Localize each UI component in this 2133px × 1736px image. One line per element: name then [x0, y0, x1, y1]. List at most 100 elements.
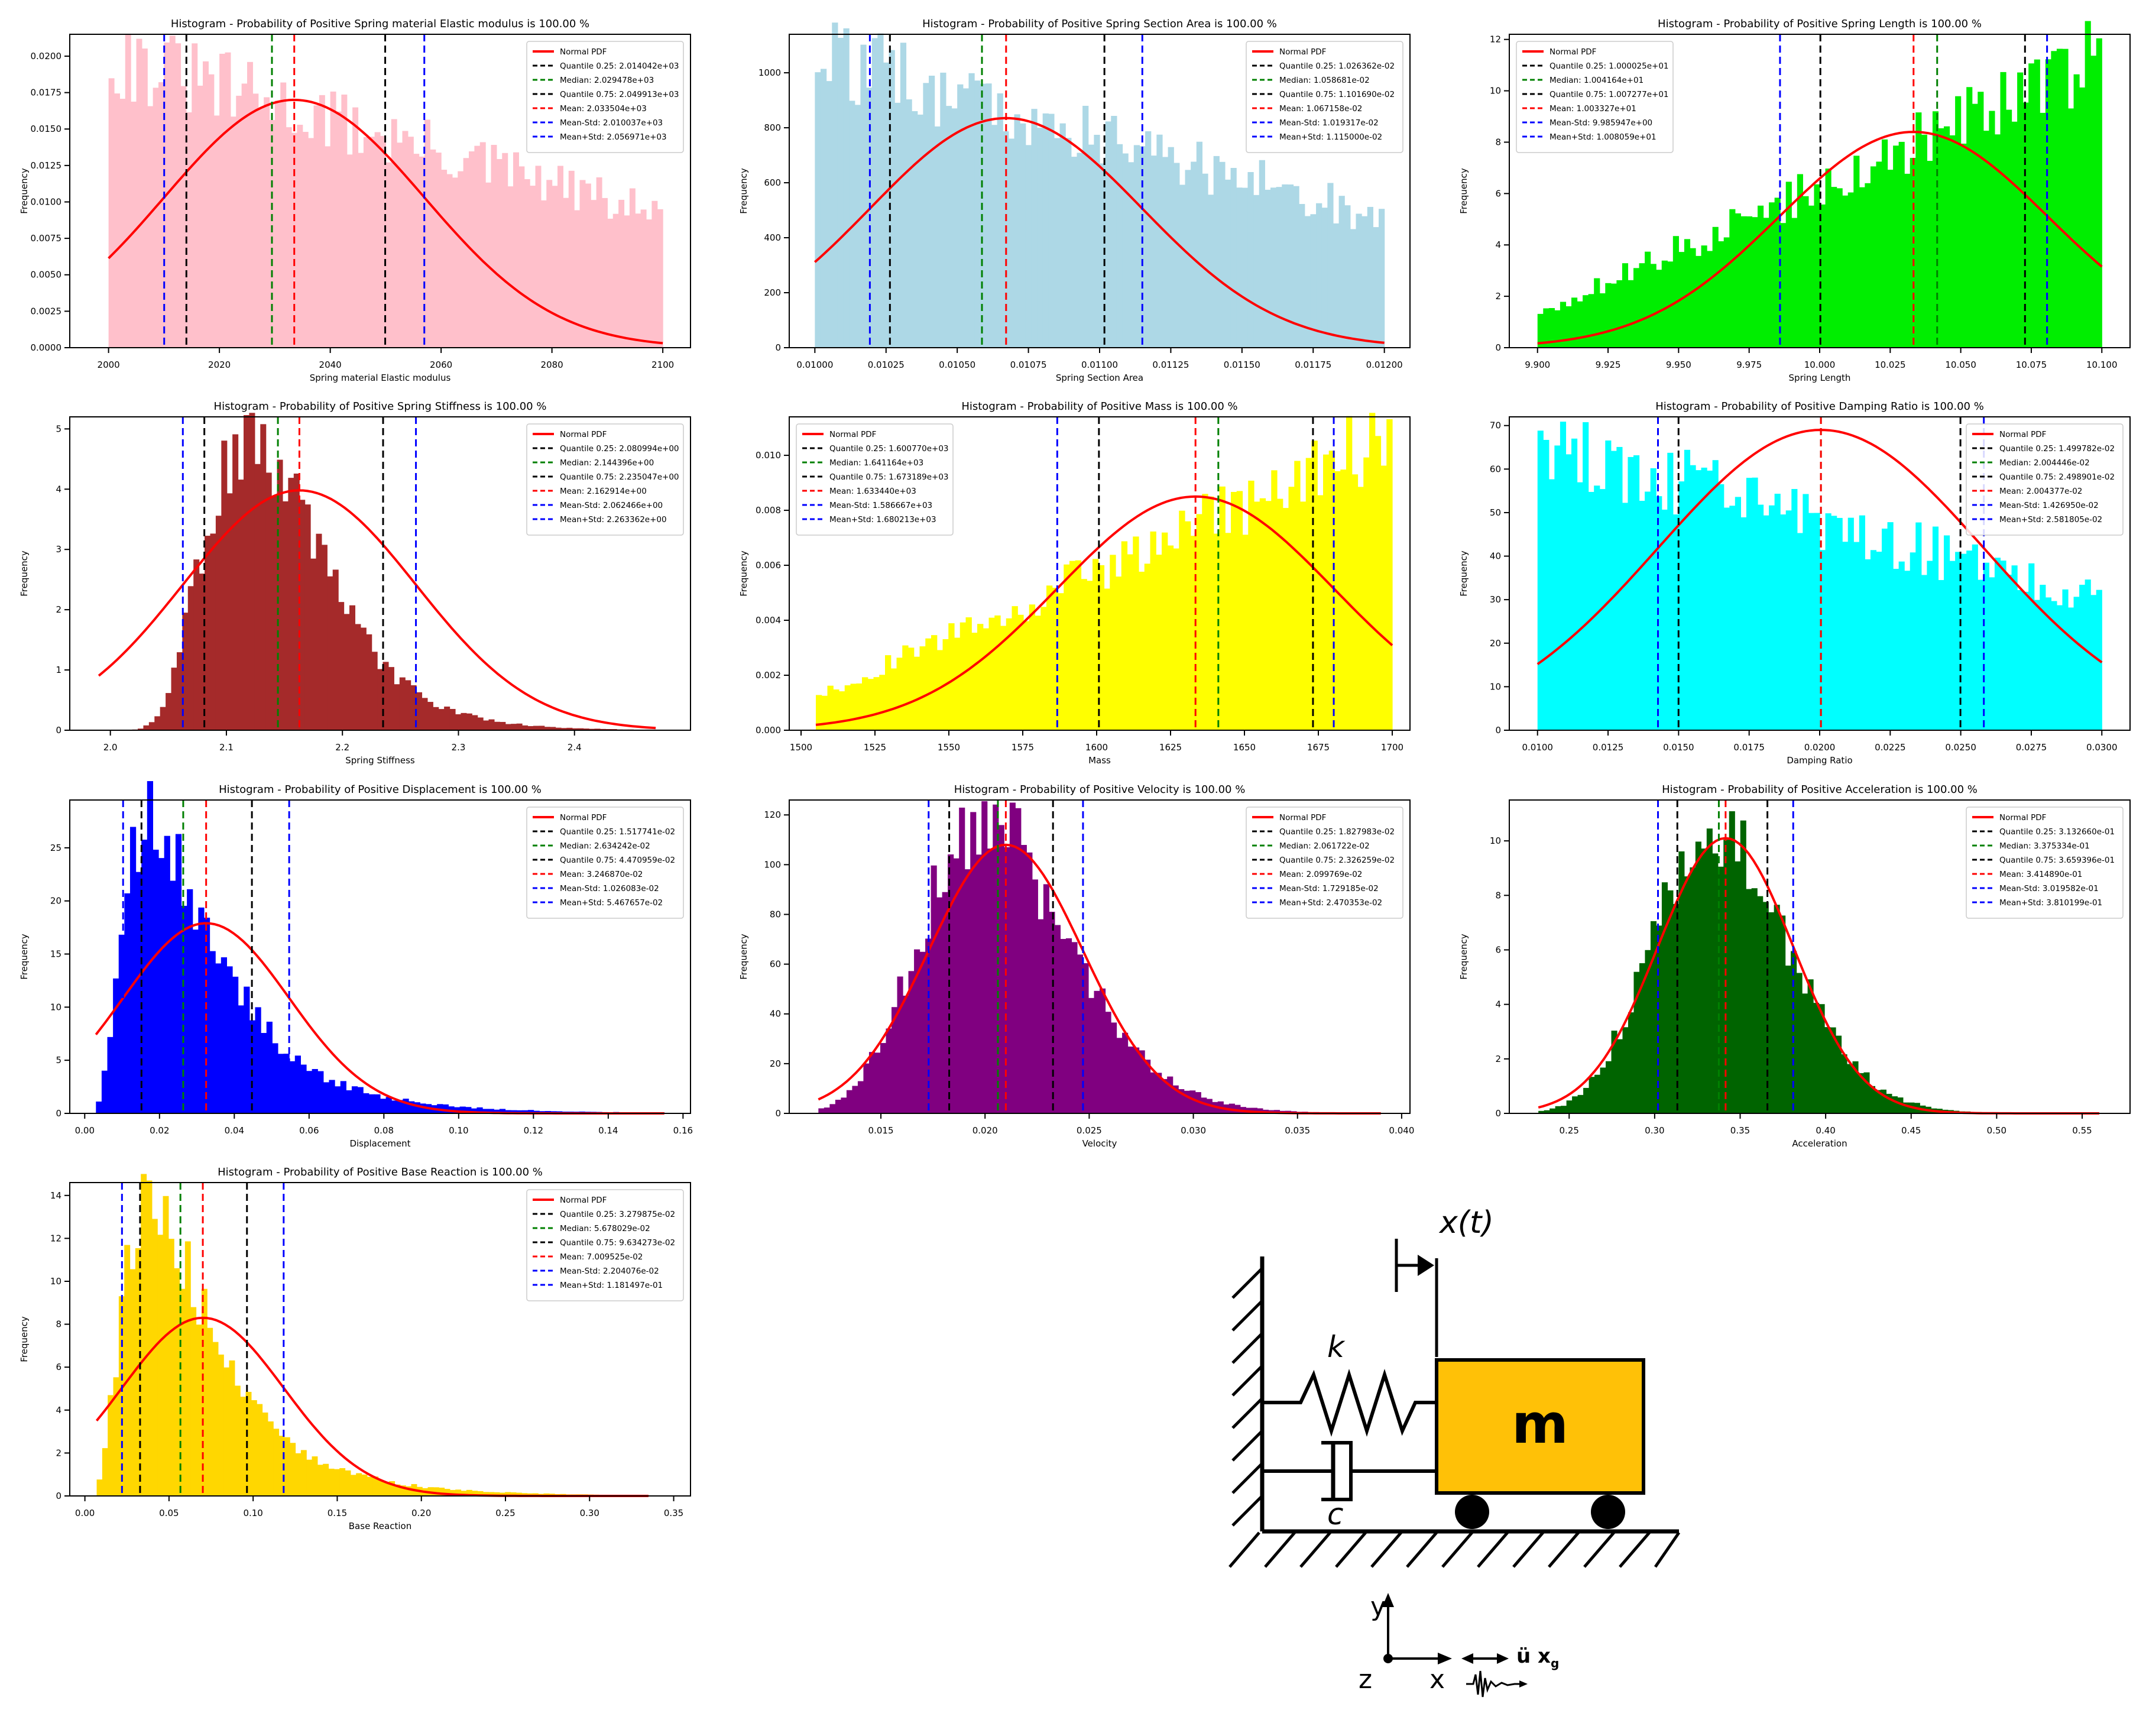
hist-bar — [1038, 919, 1044, 1113]
legend-entry: Mean-Std: 1.729185e-02 — [1279, 884, 1379, 893]
hist-bar — [522, 1110, 529, 1113]
hist-bar — [516, 1492, 522, 1496]
y-axis-label: Frequency — [738, 934, 749, 980]
hist-bar — [1684, 876, 1690, 1113]
hist-bar — [1774, 905, 1780, 1113]
hist-bar — [154, 716, 161, 730]
hist-bar — [846, 1090, 853, 1113]
hist-bar — [1224, 179, 1231, 348]
hist-bar — [981, 801, 988, 1113]
hist-bar — [897, 976, 903, 1113]
hist-bar — [1718, 241, 1724, 348]
hist-bar — [1172, 1085, 1179, 1113]
hist-bar — [1841, 1054, 1847, 1113]
hist-bar — [1000, 626, 1007, 730]
hist-bar — [505, 1110, 511, 1113]
x-axis-label: Displacement — [349, 1138, 410, 1149]
hist-bar — [1344, 205, 1351, 348]
y-tick-label: 6 — [1495, 944, 1501, 955]
hist-bar — [397, 142, 403, 348]
hist-bar — [349, 605, 356, 730]
hist-bar — [403, 1099, 409, 1113]
hist-bar — [923, 83, 929, 348]
hist-bar — [964, 869, 971, 1113]
hist-bar — [1791, 489, 1798, 730]
hist-bar — [1179, 510, 1185, 730]
hist-bar — [1127, 554, 1133, 730]
hist-bar — [474, 145, 481, 348]
hist-bar — [1032, 879, 1038, 1113]
hist-bar — [1780, 223, 1787, 348]
hist-bar — [1161, 1078, 1168, 1113]
wall-hatching — [1231, 1267, 1263, 1527]
hist-bar — [1611, 1031, 1617, 1113]
legend-entry: Quantile 0.75: 2.235047e+00 — [560, 472, 679, 482]
hist-bar — [1548, 479, 1555, 730]
hist-bar — [1004, 847, 1010, 1113]
hist-bar — [385, 1097, 392, 1113]
hist-bar — [352, 107, 359, 348]
hist-bar — [479, 142, 486, 348]
hist-bar — [449, 709, 456, 730]
y-tick-label: 8 — [1495, 137, 1501, 147]
hist-bar — [1173, 548, 1179, 730]
chart-7: 0.00 0.02 0.04 0.06 0.08 0.10 0.12 0.14 0.16 0 5 10… — [19, 781, 693, 1149]
hist-bar — [1824, 1027, 1831, 1113]
hist-bar — [618, 199, 625, 348]
hist-bar — [174, 1268, 180, 1496]
hist-bar — [1944, 535, 1950, 730]
hist-bar — [2090, 595, 2097, 730]
y-tick-label: 120 — [764, 809, 781, 820]
hist-bar — [1594, 485, 1600, 730]
hist-bar — [1875, 1090, 1881, 1113]
hist-bar — [1139, 571, 1145, 730]
hist-bar — [181, 905, 187, 1113]
hist-bar — [1316, 203, 1322, 348]
y-axis-label: Frequency — [1458, 550, 1469, 597]
hist-bar — [1927, 561, 1933, 730]
hist-bar — [1678, 481, 1685, 730]
hist-bar — [862, 677, 868, 730]
hist-bar — [369, 137, 375, 348]
hist-bar — [1231, 491, 1237, 730]
hist-bar — [1921, 575, 1927, 730]
hist-bar — [574, 210, 581, 348]
hist-bar — [1093, 559, 1099, 730]
y-tick-label: 1000 — [758, 67, 781, 78]
hist-bar — [1955, 96, 1962, 348]
hist-bar — [1133, 536, 1139, 730]
hist-bar — [1121, 541, 1128, 730]
hist-bar — [205, 536, 211, 730]
legend-box — [526, 1189, 684, 1301]
legend-entry: Median: 1.004164e+01 — [1549, 76, 1643, 85]
hist-bar — [1779, 915, 1786, 1113]
hist-bar — [113, 1377, 119, 1496]
hist-bar — [1265, 189, 1271, 348]
hist-bar — [244, 415, 250, 730]
hist-bar — [1346, 416, 1353, 730]
hist-bar — [908, 647, 915, 730]
x-tick-label: 1700 — [1381, 742, 1403, 753]
hist-bar — [527, 1493, 533, 1496]
hist-bar — [192, 929, 199, 1113]
hist-bar — [1893, 569, 1899, 730]
y-axis-label: Frequency — [1458, 934, 1469, 980]
hist-bar — [1565, 306, 1572, 348]
hist-bar — [1247, 171, 1254, 348]
x-axis-label: Damping Ratio — [1787, 755, 1852, 766]
hist-bar — [1179, 184, 1186, 348]
hist-bar — [1583, 1087, 1590, 1113]
x-tick-label: 0.01175 — [1295, 359, 1331, 370]
hist-bar — [1859, 187, 1865, 348]
hist-bar — [1088, 997, 1095, 1113]
legend: Normal PDF Quantile 0.25: 1.499782e-02 Med… — [1966, 423, 2124, 536]
hist-bar — [511, 724, 517, 730]
legend-entry: Mean+Std: 2.581805e-02 — [1999, 515, 2102, 524]
hist-bar — [2006, 109, 2012, 348]
hist-bar — [1012, 606, 1018, 730]
hist-bar — [1251, 1107, 1257, 1113]
hist-bar — [892, 1007, 898, 1113]
x-tick-label: 0.04 — [225, 1125, 244, 1136]
x-tick-label: 9.950 — [1666, 359, 1691, 370]
